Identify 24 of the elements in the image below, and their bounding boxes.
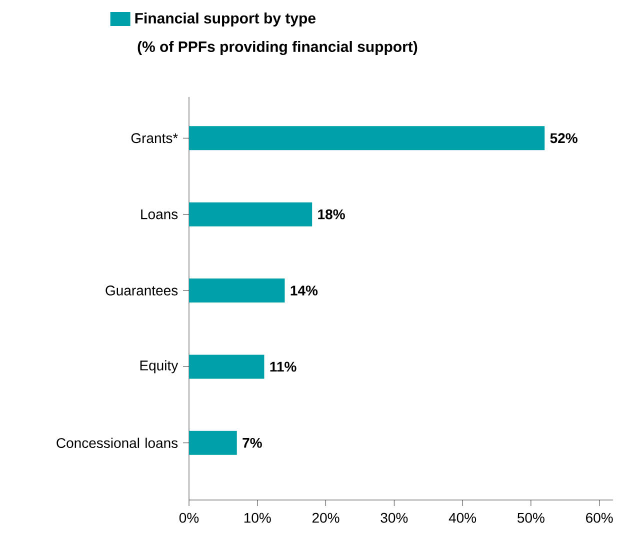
x-tick-label: 0% bbox=[179, 512, 199, 523]
chart-subtitle: (% of PPFs providing financial support) bbox=[138, 40, 418, 56]
x-tick-label: 40% bbox=[448, 512, 476, 523]
x-tick-label: 50% bbox=[517, 512, 544, 523]
x-tick-label: 30% bbox=[380, 512, 408, 523]
y-tick-label: Loans bbox=[141, 209, 178, 220]
y-tick-label: Concessional loans bbox=[56, 438, 178, 448]
x-tick-label: 20% bbox=[312, 512, 340, 523]
bar bbox=[189, 430, 237, 455]
data-label: 52% bbox=[550, 133, 578, 144]
y-tick-label: Guarantees bbox=[106, 286, 178, 296]
bar bbox=[189, 278, 285, 303]
data-label: 7% bbox=[242, 438, 262, 448]
data-label: 18% bbox=[318, 209, 345, 220]
bar bbox=[189, 126, 545, 150]
y-tick-label: Grants* bbox=[131, 133, 178, 144]
y-tick-label: Equity bbox=[140, 360, 178, 374]
data-label: 14% bbox=[290, 286, 318, 296]
legend-label: Financial support by type bbox=[135, 12, 316, 27]
x-tick-label: 60% bbox=[586, 512, 613, 523]
x-tick-label: 10% bbox=[244, 512, 271, 523]
bar bbox=[189, 202, 312, 226]
data-label: 11% bbox=[270, 362, 296, 372]
bar bbox=[189, 354, 264, 379]
